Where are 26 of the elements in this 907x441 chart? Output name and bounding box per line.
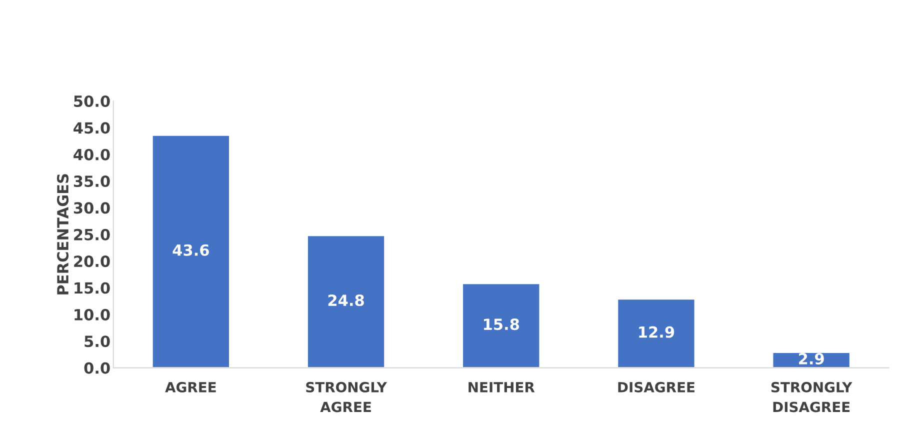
- data-label: 15.8: [484, 318, 520, 330]
- y-tick-label: 30.0: [74, 202, 110, 214]
- data-label: 24.8: [328, 294, 364, 306]
- x-tick-label: AGREE: [165, 382, 216, 392]
- data-label: 12.9: [639, 326, 674, 338]
- bar: [616, 298, 696, 368]
- x-tick-label: STRONGLY DISAGREE: [771, 382, 852, 412]
- y-tick-label: 25.0: [74, 228, 110, 240]
- bar: [306, 234, 386, 368]
- y-tick-label: 45.0: [74, 122, 110, 134]
- x-tick-label: NEITHER: [468, 382, 535, 392]
- bar: [151, 134, 230, 368]
- y-tick-label: 5.0: [84, 336, 110, 348]
- data-label: 2.9: [798, 352, 824, 364]
- y-axis-title: PERCENTAGES: [57, 174, 69, 294]
- y-tick-label: 35.0: [74, 175, 110, 188]
- y-tick-label: 50.0: [74, 95, 110, 108]
- y-tick-label: 10.0: [74, 308, 110, 320]
- x-tick-label: DISAGREE: [618, 382, 694, 392]
- data-label: 43.6: [172, 244, 209, 256]
- y-tick-label: 15.0: [74, 282, 110, 294]
- y-tick-label: 0.0: [84, 362, 110, 374]
- bar: [462, 282, 541, 368]
- x-tick-label: STRONGLY AGREE: [306, 382, 388, 412]
- y-tick-label: 40.0: [74, 148, 110, 160]
- y-tick-label: 20.0: [74, 256, 110, 268]
